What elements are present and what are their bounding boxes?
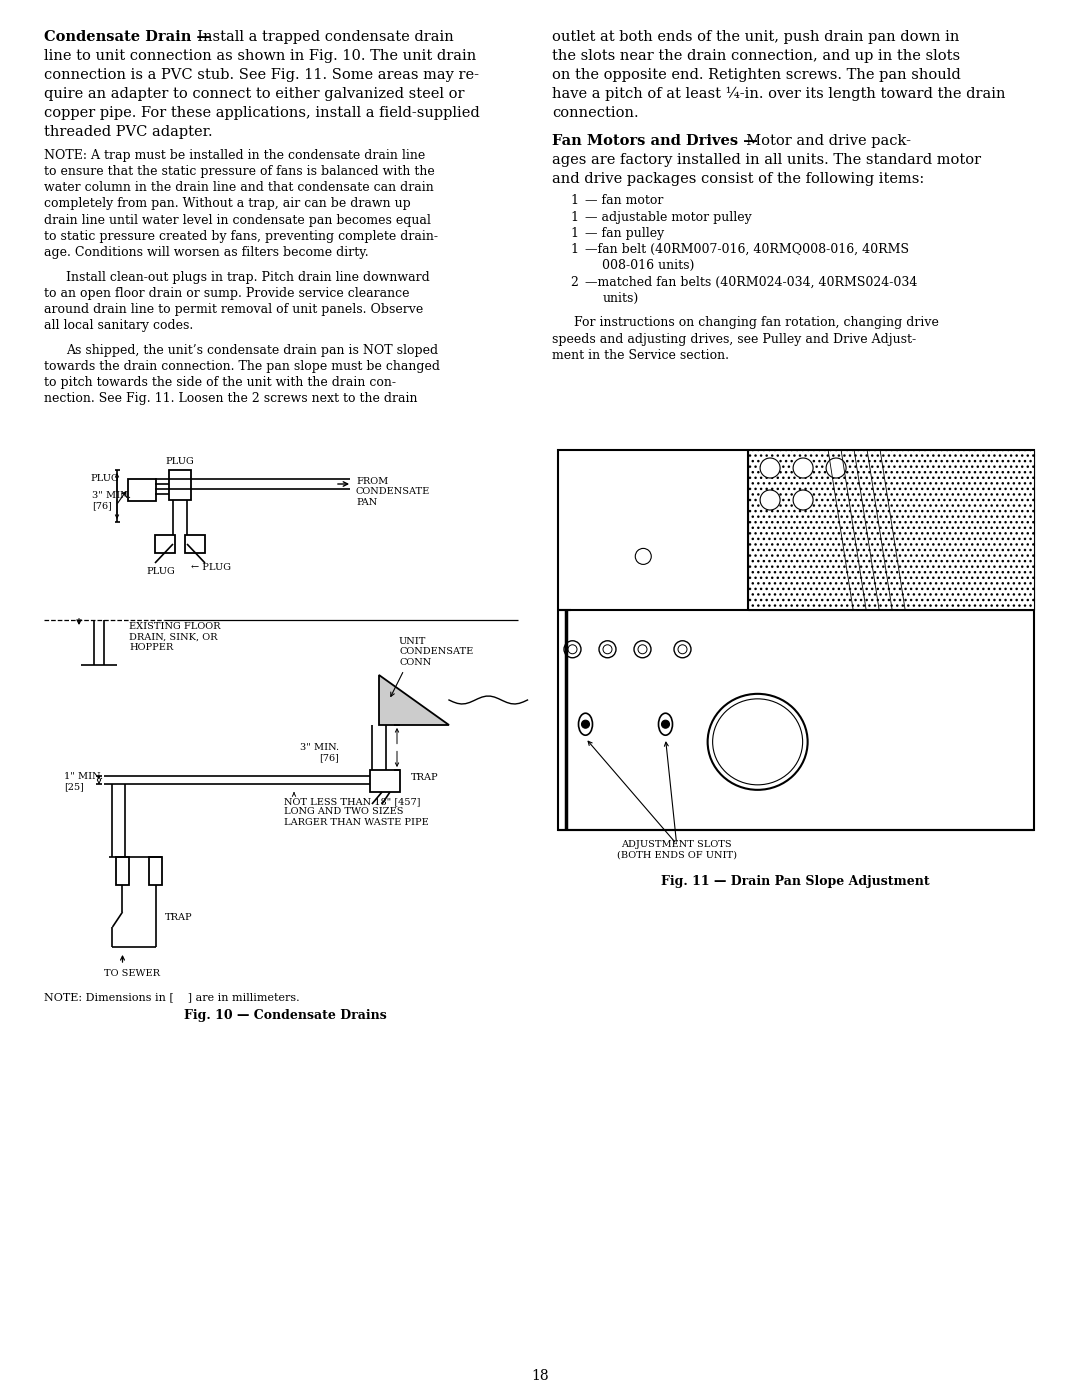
Text: 1" MIN.
[25]: 1" MIN. [25] [64,773,103,791]
Text: quire an adapter to connect to either galvanized steel or: quire an adapter to connect to either ga… [44,87,464,101]
Text: copper pipe. For these applications, install a field-supplied: copper pipe. For these applications, ins… [44,106,480,120]
Text: 18: 18 [531,1369,549,1383]
Text: connection is a PVC stub. See Fig. 11. Some areas may re-: connection is a PVC stub. See Fig. 11. S… [44,68,480,82]
Circle shape [760,458,780,478]
Text: PLUG: PLUG [147,567,175,576]
Polygon shape [379,675,449,725]
Text: all local sanitary codes.: all local sanitary codes. [44,320,193,332]
Text: TRAP: TRAP [411,773,438,782]
Text: 1: 1 [570,243,579,256]
Circle shape [634,641,651,658]
Text: drain line until water level in condensate pan becomes equal: drain line until water level in condensa… [44,214,431,226]
Text: speeds and adjusting drives, see Pulley and Drive Adjust-: speeds and adjusting drives, see Pulley … [553,332,917,345]
Text: the slots near the drain connection, and up in the slots: the slots near the drain connection, and… [553,49,960,63]
Text: threaded PVC adapter.: threaded PVC adapter. [44,124,213,138]
Text: TO SEWER: TO SEWER [104,970,160,978]
Text: 1: 1 [570,226,579,240]
Text: to static pressure created by fans, preventing complete drain-: to static pressure created by fans, prev… [44,231,438,243]
Text: 3" MIN.
[76]: 3" MIN. [76] [300,742,339,761]
Text: Fan Motors and Drives —: Fan Motors and Drives — [553,134,758,148]
Circle shape [661,721,670,728]
Text: outlet at both ends of the unit, push drain pan down in: outlet at both ends of the unit, push dr… [553,29,960,43]
Text: water column in the drain line and that condensate can drain: water column in the drain line and that … [44,182,434,194]
Text: —fan belt (40RM007-016, 40RMQ008-016, 40RMS: —fan belt (40RM007-016, 40RMQ008-016, 40… [584,243,908,256]
Text: Condensate Drain —: Condensate Drain — [44,29,211,43]
Circle shape [635,549,651,564]
Circle shape [674,641,691,658]
Circle shape [638,645,647,654]
Text: 008-016 units): 008-016 units) [603,260,694,272]
Bar [116,856,129,886]
Text: 3" MIN.
[76]: 3" MIN. [76] [92,490,131,510]
Text: to an open floor drain or sump. Provide service clearance: to an open floor drain or sump. Provide … [44,286,409,300]
Text: —matched fan belts (40RM024-034, 40RMS024-034: —matched fan belts (40RM024-034, 40RMS02… [584,275,917,289]
Circle shape [599,641,616,658]
Text: — fan pulley: — fan pulley [584,226,664,240]
Circle shape [581,721,590,728]
Text: PLUG: PLUG [90,474,119,482]
Circle shape [564,641,581,658]
Text: to pitch towards the side of the unit with the drain con-: to pitch towards the side of the unit wi… [44,376,396,390]
Text: ← PLUG: ← PLUG [191,563,231,571]
Circle shape [760,490,780,510]
Text: completely from pan. Without a trap, air can be drawn up: completely from pan. Without a trap, air… [44,197,410,211]
Bar [129,479,156,500]
Text: have a pitch of at least ¼-in. over its length toward the drain: have a pitch of at least ¼-in. over its … [553,87,1005,101]
Circle shape [826,458,846,478]
Circle shape [793,458,813,478]
Bar [370,770,400,792]
Bar [185,535,205,553]
Text: — fan motor: — fan motor [584,194,663,207]
Text: 2: 2 [570,275,579,289]
Text: connection.: connection. [553,106,639,120]
Text: 1: 1 [570,211,579,224]
Text: and drive packages consist of the following items:: and drive packages consist of the follow… [553,172,924,186]
Bar [748,450,1034,609]
Text: units): units) [603,292,638,305]
Circle shape [568,645,577,654]
Bar [156,535,175,553]
Text: UNIT
CONDENSATE
CONN: UNIT CONDENSATE CONN [399,637,473,666]
Text: Fig. 11 — Drain Pan Slope Adjustment: Fig. 11 — Drain Pan Slope Adjustment [661,876,930,888]
Text: age. Conditions will worsen as filters become dirty.: age. Conditions will worsen as filters b… [44,246,368,258]
Text: ADJUSTMENT SLOTS
(BOTH ENDS OF UNIT): ADJUSTMENT SLOTS (BOTH ENDS OF UNIT) [617,840,737,859]
Text: Motor and drive pack-: Motor and drive pack- [737,134,910,148]
Text: Install a trapped condensate drain: Install a trapped condensate drain [188,29,454,43]
Ellipse shape [659,714,673,735]
Text: around drain line to permit removal of unit panels. Observe: around drain line to permit removal of u… [44,303,423,316]
Ellipse shape [713,698,802,785]
Text: As shipped, the unit’s condensate drain pan is NOT sloped: As shipped, the unit’s condensate drain … [66,344,438,356]
Text: on the opposite end. Retighten screws. The pan should: on the opposite end. Retighten screws. T… [553,68,961,82]
Text: NOTE: A trap must be installed in the condensate drain line: NOTE: A trap must be installed in the co… [44,148,426,162]
Text: 1: 1 [570,194,579,207]
Text: PLUG: PLUG [165,457,194,467]
Text: TRAP: TRAP [165,912,192,922]
Bar [149,856,162,886]
Text: line to unit connection as shown in Fig. 10. The unit drain: line to unit connection as shown in Fig.… [44,49,476,63]
Circle shape [603,645,612,654]
Text: nection. See Fig. 11. Loosen the 2 screws next to the drain: nection. See Fig. 11. Loosen the 2 screw… [44,393,418,405]
Text: FROM
CONDENSATE
PAN: FROM CONDENSATE PAN [356,476,430,507]
Bar [168,469,191,500]
Bar [557,450,1034,830]
Ellipse shape [579,714,593,735]
Text: — adjustable motor pulley: — adjustable motor pulley [584,211,752,224]
Text: ment in the Service section.: ment in the Service section. [553,349,729,362]
Text: towards the drain connection. The pan slope must be changed: towards the drain connection. The pan sl… [44,360,440,373]
Text: Fig. 10 — Condensate Drains: Fig. 10 — Condensate Drains [185,1010,387,1023]
Text: Install clean-out plugs in trap. Pitch drain line downward: Install clean-out plugs in trap. Pitch d… [66,271,430,284]
Text: NOTE: Dimensions in [    ] are in millimeters.: NOTE: Dimensions in [ ] are in millimete… [44,992,299,1002]
Circle shape [793,490,813,510]
Text: NOT LESS THAN 18" [457]
LONG AND TWO SIZES
LARGER THAN WASTE PIPE: NOT LESS THAN 18" [457] LONG AND TWO SIZ… [284,798,429,827]
Text: EXISTING FLOOR
DRAIN, SINK, OR
HOPPER: EXISTING FLOOR DRAIN, SINK, OR HOPPER [129,622,220,652]
Circle shape [678,645,687,654]
Text: to ensure that the static pressure of fans is balanced with the: to ensure that the static pressure of fa… [44,165,435,177]
Text: For instructions on changing fan rotation, changing drive: For instructions on changing fan rotatio… [575,316,940,330]
Text: ages are factory installed in all units. The standard motor: ages are factory installed in all units.… [553,154,982,168]
Ellipse shape [707,694,808,789]
